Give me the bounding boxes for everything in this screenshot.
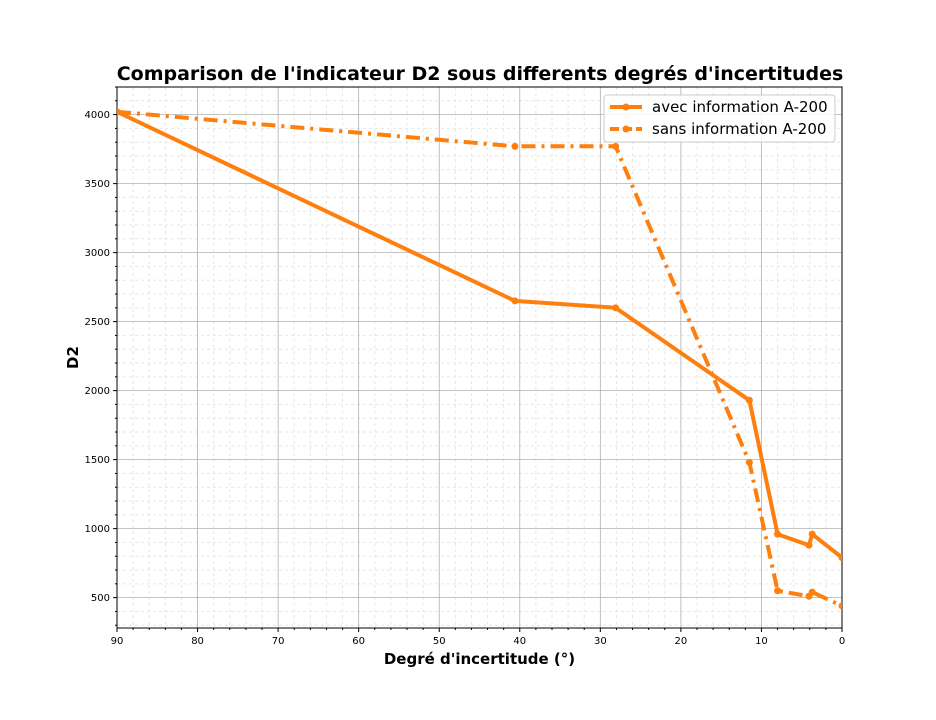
x-axis-label: Degré d'incertitude (°) [384, 650, 575, 668]
legend-marker-sans [622, 125, 630, 133]
legend-marker-avec [622, 103, 630, 111]
point-sans [612, 142, 620, 150]
legend-box [603, 94, 836, 143]
x-axis-ticks: 90 80 70 60 50 40 30 20 10 0 [111, 628, 845, 647]
point-sans [774, 587, 782, 595]
point-sans [838, 602, 842, 610]
x-tick-label: 50 [433, 636, 446, 647]
y-tick-label: 3500 [85, 179, 110, 190]
x-tick-label: 20 [675, 636, 688, 647]
y-axis-ticks: 500 1000 1500 2000 2500 3000 3500 4000 [85, 86, 117, 626]
x-tick-label: 80 [191, 636, 204, 647]
y-tick-label: 4000 [85, 110, 110, 121]
y-tick-label: 1500 [85, 455, 110, 466]
point-sans [117, 108, 121, 116]
plot-frame [116, 86, 843, 629]
y-tick-label: 3000 [85, 248, 110, 259]
x-tick-label: 30 [594, 636, 607, 647]
legend: avec information A-200 sans information … [603, 94, 836, 143]
x-tick-label: 10 [755, 636, 768, 647]
x-tick-label: 40 [513, 636, 526, 647]
minor-grid [117, 86, 842, 628]
series-line-sans [117, 109, 842, 608]
point-sans [511, 142, 519, 150]
series-line-avec [117, 109, 842, 560]
x-tick-label: 70 [272, 636, 285, 647]
y-tick-label: 1000 [85, 524, 110, 535]
x-tick-label: 90 [111, 636, 124, 647]
chart-title: Comparison de l'indicateur D2 sous diffe… [117, 63, 844, 85]
y-tick-label: 500 [91, 593, 110, 604]
legend-label-sans: sans information A-200 [652, 120, 826, 138]
point-avec [511, 297, 519, 305]
y-axis-label: D2 [64, 346, 82, 369]
point-sans [808, 588, 816, 596]
x-tick-label: 60 [352, 636, 365, 647]
legend-label-avec: avec information A-200 [652, 98, 828, 116]
point-avec [774, 530, 782, 538]
x-tick-label: 0 [839, 636, 845, 647]
point-avec [612, 304, 620, 312]
y-tick-label: 2500 [85, 317, 110, 328]
point-avec [838, 554, 842, 562]
y-tick-label: 2000 [85, 386, 110, 397]
point-avec [745, 396, 753, 404]
major-grid [116, 87, 843, 628]
point-avec [808, 530, 816, 538]
point-avec [805, 541, 813, 549]
series-layer [117, 108, 842, 610]
point-sans [745, 458, 753, 466]
